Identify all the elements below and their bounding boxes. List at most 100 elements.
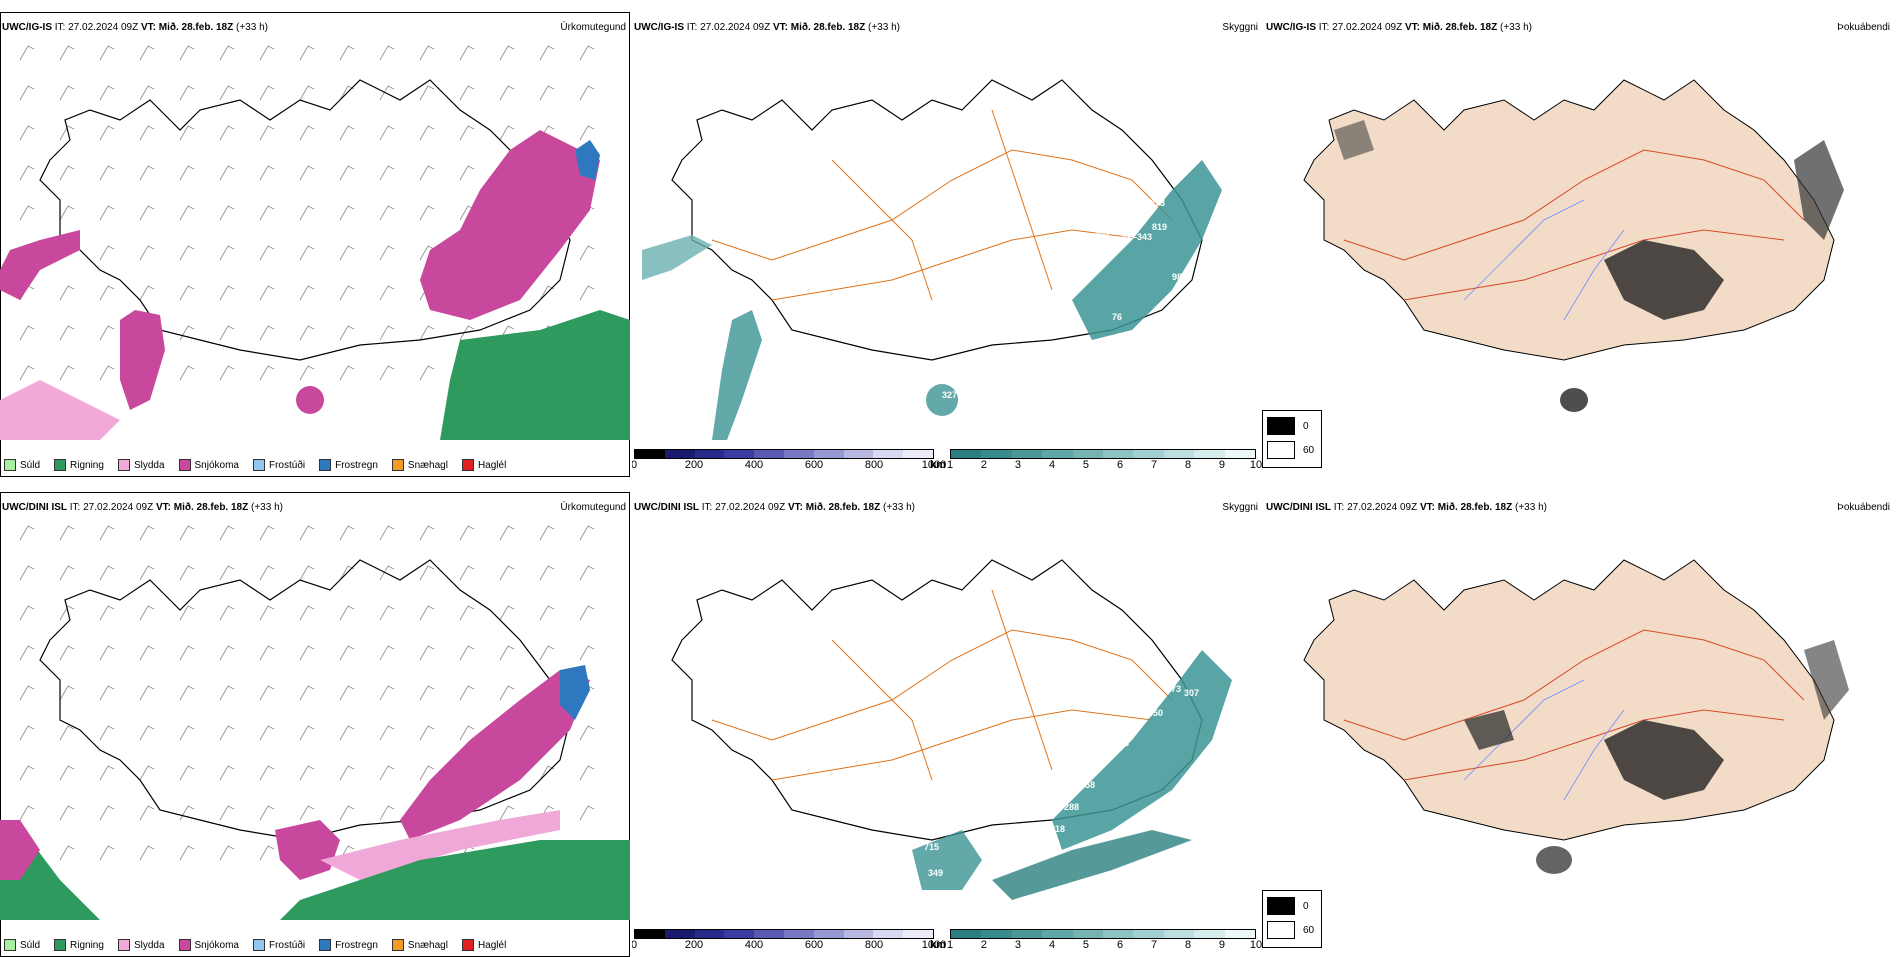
model-name: UWC/IG-IS (2, 22, 52, 33)
wind-barb (99, 125, 115, 141)
precip-type-panel-r1: UWC/DINI ISL IT: 27.02.2024 09Z VT: Mið.… (0, 492, 630, 957)
lead-time: (+33 h) (868, 22, 900, 33)
colorbar-m-swatches (634, 929, 934, 939)
wind-barb (299, 45, 315, 61)
wind-barb (579, 805, 595, 821)
legend-label: Rigning (70, 459, 104, 471)
colorbar-swatch (1011, 930, 1043, 938)
wind-barb (99, 285, 115, 301)
wind-barb (59, 325, 75, 341)
wind-barb (459, 605, 475, 621)
legend-label: Snæhagl (407, 939, 448, 951)
vt-value: Mið. 28.feb. 18Z (790, 22, 866, 33)
visibility-value-label: 819 (1152, 222, 1167, 232)
lead-time: (+33 h) (1500, 22, 1532, 33)
colorbar-tick: 200 (684, 459, 704, 471)
colorbar-swatch (903, 930, 933, 938)
wind-barb (419, 645, 435, 661)
colorbar-m-ticks: m02004006008001000 (632, 939, 946, 951)
road-network (1343, 629, 1805, 781)
colorbar-tick: 6 (1116, 459, 1124, 471)
wind-barb (139, 645, 155, 661)
wind-barb (419, 125, 435, 141)
wind-barb (19, 205, 35, 221)
wind-barb (419, 325, 435, 341)
wind-barb (139, 245, 155, 261)
wind-barb (459, 325, 475, 341)
iceland-map-precip (0, 525, 630, 920)
wind-barb (299, 525, 315, 541)
wind-barb (419, 765, 435, 781)
wind-barb (19, 365, 35, 381)
wind-barb (99, 245, 115, 261)
colorbar-swatch (783, 930, 814, 938)
colorbar-swatch (1072, 930, 1104, 938)
wind-barb (179, 845, 195, 861)
wind-barb (419, 45, 435, 61)
wind-barb (499, 645, 515, 661)
visibility-panel-r0: UWC/IG-IS IT: 27.02.2024 09Z VT: Mið. 28… (632, 12, 1262, 477)
legend-swatch (319, 939, 332, 951)
wind-barb (499, 45, 515, 61)
panel-title: Skyggni (1222, 22, 1258, 33)
panel-header: UWC/IG-IS IT: 27.02.2024 09Z VT: Mið. 28… (634, 22, 900, 33)
wind-barb (179, 85, 195, 101)
colorbar-swatch (724, 930, 755, 938)
wind-barb (339, 765, 355, 781)
legend-item: Haglél (461, 459, 506, 471)
wind-barb (379, 325, 395, 341)
panel-title: Þokuábendi (1837, 502, 1890, 513)
wind-barb (339, 45, 355, 61)
legend-label: Frostúði (268, 459, 306, 471)
vt-label: VT: (155, 502, 171, 513)
frozen-rain-area (575, 140, 600, 180)
fog-area-south (1536, 846, 1572, 874)
wind-barb (139, 165, 155, 181)
wind-barb (379, 645, 395, 661)
wind-barb (59, 165, 75, 181)
visibility-value-label: 463 (1132, 208, 1147, 218)
legend-item: Frostregn (319, 459, 378, 471)
visibility-value-label: 115 (944, 698, 959, 708)
colorbar-km-ticks: km 1 2 3 4 5 6 7 8 9 10 (930, 939, 1262, 951)
wind-barb (99, 605, 115, 621)
visibility-value-label: 242 (1090, 758, 1105, 768)
wind-barb (139, 565, 155, 581)
colorbar-swatch (1072, 450, 1104, 458)
legend-label: Rigning (70, 939, 104, 951)
wind-barb (99, 845, 115, 861)
colorbar-swatch (1042, 450, 1073, 458)
wind-barb (379, 45, 395, 61)
legend-label: Frostregn (335, 459, 378, 471)
wind-barb (59, 645, 75, 661)
wind-barb (59, 85, 75, 101)
fog-area-east (1794, 140, 1844, 240)
colorbar-tick: 0 (632, 939, 638, 951)
wind-barb (339, 245, 355, 261)
wind-barb (299, 125, 315, 141)
fog-legend-r0: 0 60 (1262, 410, 1322, 468)
colorbar-tick: 800 (864, 939, 884, 951)
lead-time: (+33 h) (236, 22, 268, 33)
rivers (1463, 679, 1625, 801)
wind-barb (59, 765, 75, 781)
wind-barb (99, 725, 115, 741)
wind-barb (579, 565, 595, 581)
wind-barb (219, 725, 235, 741)
rain-area-south (280, 840, 630, 920)
wind-barb (299, 205, 315, 221)
colorbar-swatch (694, 930, 725, 938)
wind-barb (299, 605, 315, 621)
fog-legend-swatch (1267, 897, 1295, 915)
wind-barb (179, 45, 195, 61)
wind-barb (59, 125, 75, 141)
visibility-value-label: 288 (1064, 802, 1079, 812)
colorbar-tick: 2 (980, 939, 988, 951)
wind-barb (99, 165, 115, 181)
low-visibility-west (712, 310, 762, 440)
wind-barb (299, 645, 315, 661)
wind-barb (419, 245, 435, 261)
wind-barb (179, 765, 195, 781)
wind-barb (19, 565, 35, 581)
colorbar-swatch (1194, 930, 1225, 938)
